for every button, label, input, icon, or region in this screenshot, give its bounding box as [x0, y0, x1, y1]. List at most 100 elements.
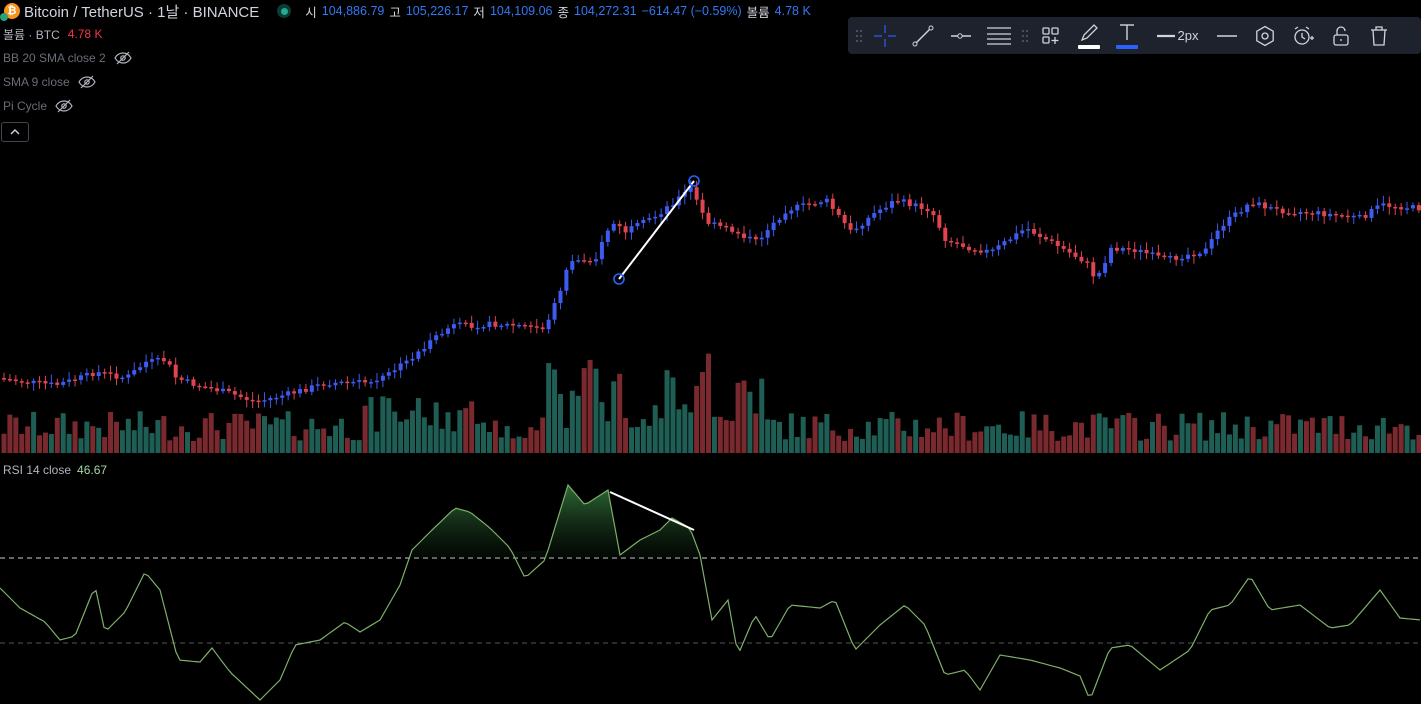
volume-bar: [546, 363, 552, 453]
crosshair-button[interactable]: [866, 21, 904, 51]
candle-body: [262, 400, 267, 402]
candle-body: [878, 209, 883, 214]
candle-body: [1221, 225, 1226, 231]
candle-body: [576, 260, 581, 262]
candle-body: [842, 214, 847, 224]
horizontal-ray-button[interactable]: [942, 21, 980, 51]
lock-button[interactable]: [1322, 21, 1360, 51]
volume-bar: [1167, 440, 1173, 453]
eye-off-icon[interactable]: [114, 51, 132, 65]
candle-body: [268, 398, 273, 401]
candle-body: [890, 201, 894, 208]
volume-bar: [90, 426, 96, 453]
line-width-icon: [1156, 34, 1175, 37]
candle-body: [931, 211, 936, 216]
ohlc-values: 시 104,886.79 고 105,226.17 저 104,109.06 종 104…: [305, 2, 811, 21]
candle-body: [369, 382, 374, 384]
line-color-button[interactable]: [1070, 21, 1108, 51]
volume-bar: [125, 418, 131, 453]
candle-body: [386, 372, 391, 376]
volume-bar: [7, 414, 13, 453]
volume-bar: [895, 418, 901, 453]
volume-bar: [753, 413, 759, 453]
candle-body: [1292, 213, 1297, 216]
volume-bar: [1244, 416, 1250, 453]
candle-body: [712, 222, 717, 224]
candle-body: [96, 372, 101, 377]
volume-bar: [457, 410, 463, 453]
candle-body: [1073, 252, 1078, 257]
collapse-legend-button[interactable]: [1, 122, 29, 142]
volume-bar: [196, 437, 202, 453]
candle-body: [1150, 252, 1155, 254]
pi-cycle-indicator-row[interactable]: Pi Cycle: [0, 94, 811, 118]
candle-body: [1245, 204, 1250, 213]
candle-body: [43, 381, 48, 384]
candle-body: [315, 384, 320, 386]
volume-bar: [1410, 439, 1416, 453]
drag-handle-icon[interactable]: [852, 21, 866, 51]
candle-body: [481, 327, 486, 329]
candle-body: [1026, 229, 1031, 231]
volume-bar: [1226, 434, 1232, 453]
horizontal-ray-icon: [951, 32, 971, 39]
text-color-button[interactable]: [1108, 21, 1146, 51]
trend-line-button[interactable]: [904, 21, 942, 51]
candle-body: [428, 340, 433, 349]
drag-handle-icon[interactable]: [1018, 21, 1032, 51]
settings-button[interactable]: [1246, 21, 1284, 51]
candle-body: [1316, 211, 1321, 215]
symbol-title[interactable]: Bitcoin / TetherUS · 1날 · BINANCE: [24, 3, 260, 21]
candle-body: [1055, 240, 1060, 247]
volume-bar: [587, 360, 593, 453]
volume-bar: [96, 427, 102, 453]
line-style-button[interactable]: [1208, 21, 1246, 51]
candle-body: [1298, 212, 1303, 214]
candle-body: [238, 394, 243, 398]
bb-indicator-row[interactable]: BB 20 SMA close 2: [0, 46, 811, 70]
volume-bar: [273, 417, 279, 453]
volume-bar: [865, 421, 871, 453]
volume-indicator-row[interactable]: 볼륨 · BTC 4.78 K: [0, 22, 811, 46]
high-label: 고: [389, 5, 401, 20]
candle-body: [185, 379, 190, 381]
volume-bar: [1019, 411, 1025, 453]
delete-button[interactable]: [1360, 21, 1398, 51]
candle-body: [961, 243, 966, 247]
volume-bar: [315, 429, 321, 453]
fib-lines-button[interactable]: [980, 21, 1018, 51]
candle-body: [955, 242, 960, 244]
candle-body: [1109, 247, 1114, 263]
volume-bar: [143, 426, 149, 453]
volume-bar: [1090, 414, 1096, 453]
volume-bar: [119, 430, 125, 453]
candle-body: [1328, 213, 1333, 217]
eye-off-icon[interactable]: [78, 75, 96, 89]
candle-body: [1091, 262, 1096, 277]
candle-body: [765, 230, 770, 238]
candle-body: [457, 322, 462, 325]
candle-body: [665, 206, 670, 215]
sma-indicator-row[interactable]: SMA 9 close: [0, 70, 811, 94]
candle-body: [339, 381, 344, 384]
candle-body: [860, 225, 865, 229]
volume-bar: [552, 369, 558, 453]
market-status-icon[interactable]: [277, 4, 292, 18]
candle-body: [2, 378, 6, 380]
candle-body: [670, 205, 675, 207]
candle-body: [226, 388, 231, 392]
line-width-button[interactable]: 2px: [1146, 21, 1208, 51]
volume-bar: [936, 417, 942, 453]
volume-bar: [1007, 434, 1013, 453]
templates-button[interactable]: [1032, 21, 1070, 51]
rsi-legend[interactable]: RSI 14 close 46.67: [3, 463, 107, 477]
candle-body: [700, 199, 705, 213]
eye-off-icon[interactable]: [55, 99, 73, 113]
candle-body: [197, 385, 202, 388]
volume-bar: [1114, 418, 1120, 453]
volume-bar: [386, 398, 392, 453]
add-alert-button[interactable]: [1284, 21, 1322, 51]
candle-body: [215, 388, 220, 392]
volume-bar: [528, 427, 534, 453]
